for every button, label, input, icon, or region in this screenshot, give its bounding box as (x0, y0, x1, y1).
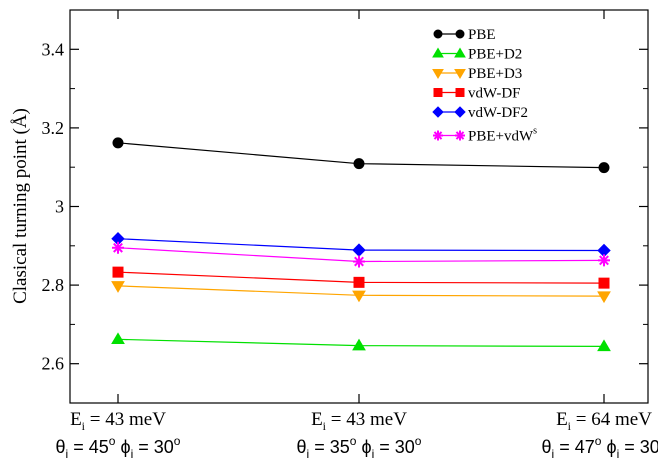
marker-circle (598, 162, 610, 174)
y-tick-label: 3.4 (42, 39, 65, 59)
marker-triangle-down (352, 290, 366, 303)
legend: PBE PBE+D2 PBE+D3 vdW-DF vdW-DF2 PBE+vdWs (432, 27, 537, 145)
y-axis: 2.6 2.8 3 3.2 3.4 (42, 9, 648, 404)
x-tick-label-angles: θi = 47o ϕi = 30o (542, 434, 658, 461)
asterisk-stroke (113, 242, 123, 253)
marker-square (455, 88, 465, 97)
legend-label: PBE+vdWs (468, 126, 537, 145)
legend-item: PBE+vdWs (433, 126, 537, 145)
marker-square (598, 277, 610, 289)
marker-triangle-up (352, 338, 366, 351)
series-pbe-vdw (112, 241, 610, 268)
x-tick-label-energy: Ei = 64 meV (556, 409, 652, 433)
legend-label: vdW-DF2 (468, 105, 528, 121)
asterisk-stroke (599, 255, 609, 266)
y-tick-label: 2.8 (42, 275, 65, 295)
series-pbe-d3 (111, 281, 611, 304)
legend-label: PBE+D3 (468, 66, 522, 82)
marker-triangle-down (597, 291, 611, 304)
marker-triangle-down (454, 69, 466, 79)
y-tick-label: 3.2 (42, 118, 65, 138)
x-tick-label-angles: θi = 45o ϕi = 30o (56, 434, 181, 461)
legend-item: PBE+D3 (432, 66, 522, 82)
legend-item: vdW-DF (433, 86, 521, 102)
marker-diamond (432, 106, 444, 118)
series-vdw-df2 (111, 232, 611, 258)
marker-square (433, 88, 443, 97)
marker-diamond (454, 106, 466, 118)
asterisk-stroke (354, 256, 364, 267)
marker-triangle-down (432, 69, 444, 79)
marker-triangle-up (454, 47, 466, 58)
marker-square (353, 276, 365, 288)
asterisk-stroke (455, 131, 465, 140)
y-axis-label: Clasical turning point (Å) (10, 108, 31, 304)
marker-circle (112, 137, 124, 149)
marker-asterisk (598, 254, 610, 267)
x-tick-label-angles: θi = 35o ϕi = 30o (297, 434, 422, 461)
legend-label: PBE (468, 27, 496, 43)
series-layer (111, 137, 611, 352)
x-tick-label-energy: Ei = 43 meV (311, 409, 407, 433)
marker-triangle-up (111, 332, 125, 345)
marker-asterisk (433, 130, 443, 141)
marker-circle (353, 158, 365, 170)
y-tick-label: 3 (55, 197, 64, 217)
legend-item: PBE (433, 27, 496, 43)
marker-asterisk (353, 255, 365, 268)
marker-triangle-up (432, 47, 444, 58)
marker-circle (455, 29, 465, 39)
legend-label: vdW-DF (468, 86, 521, 102)
legend-item: vdW-DF2 (432, 105, 528, 121)
marker-diamond (352, 243, 366, 257)
marker-square (112, 266, 124, 278)
asterisk-stroke (433, 131, 443, 140)
x-tick-label-energy: Ei = 43 meV (70, 409, 166, 433)
series-vdw-df (112, 266, 610, 289)
series-pbe (112, 137, 610, 174)
marker-asterisk (112, 241, 124, 254)
legend-label: PBE+D2 (468, 47, 522, 63)
marker-asterisk (455, 130, 465, 141)
legend-item: PBE+D2 (432, 47, 522, 63)
y-tick-label: 2.6 (42, 354, 65, 374)
marker-triangle-up (597, 339, 611, 352)
series-pbe-d2 (111, 332, 611, 352)
marker-circle (433, 29, 443, 39)
marker-triangle-down (111, 281, 125, 293)
